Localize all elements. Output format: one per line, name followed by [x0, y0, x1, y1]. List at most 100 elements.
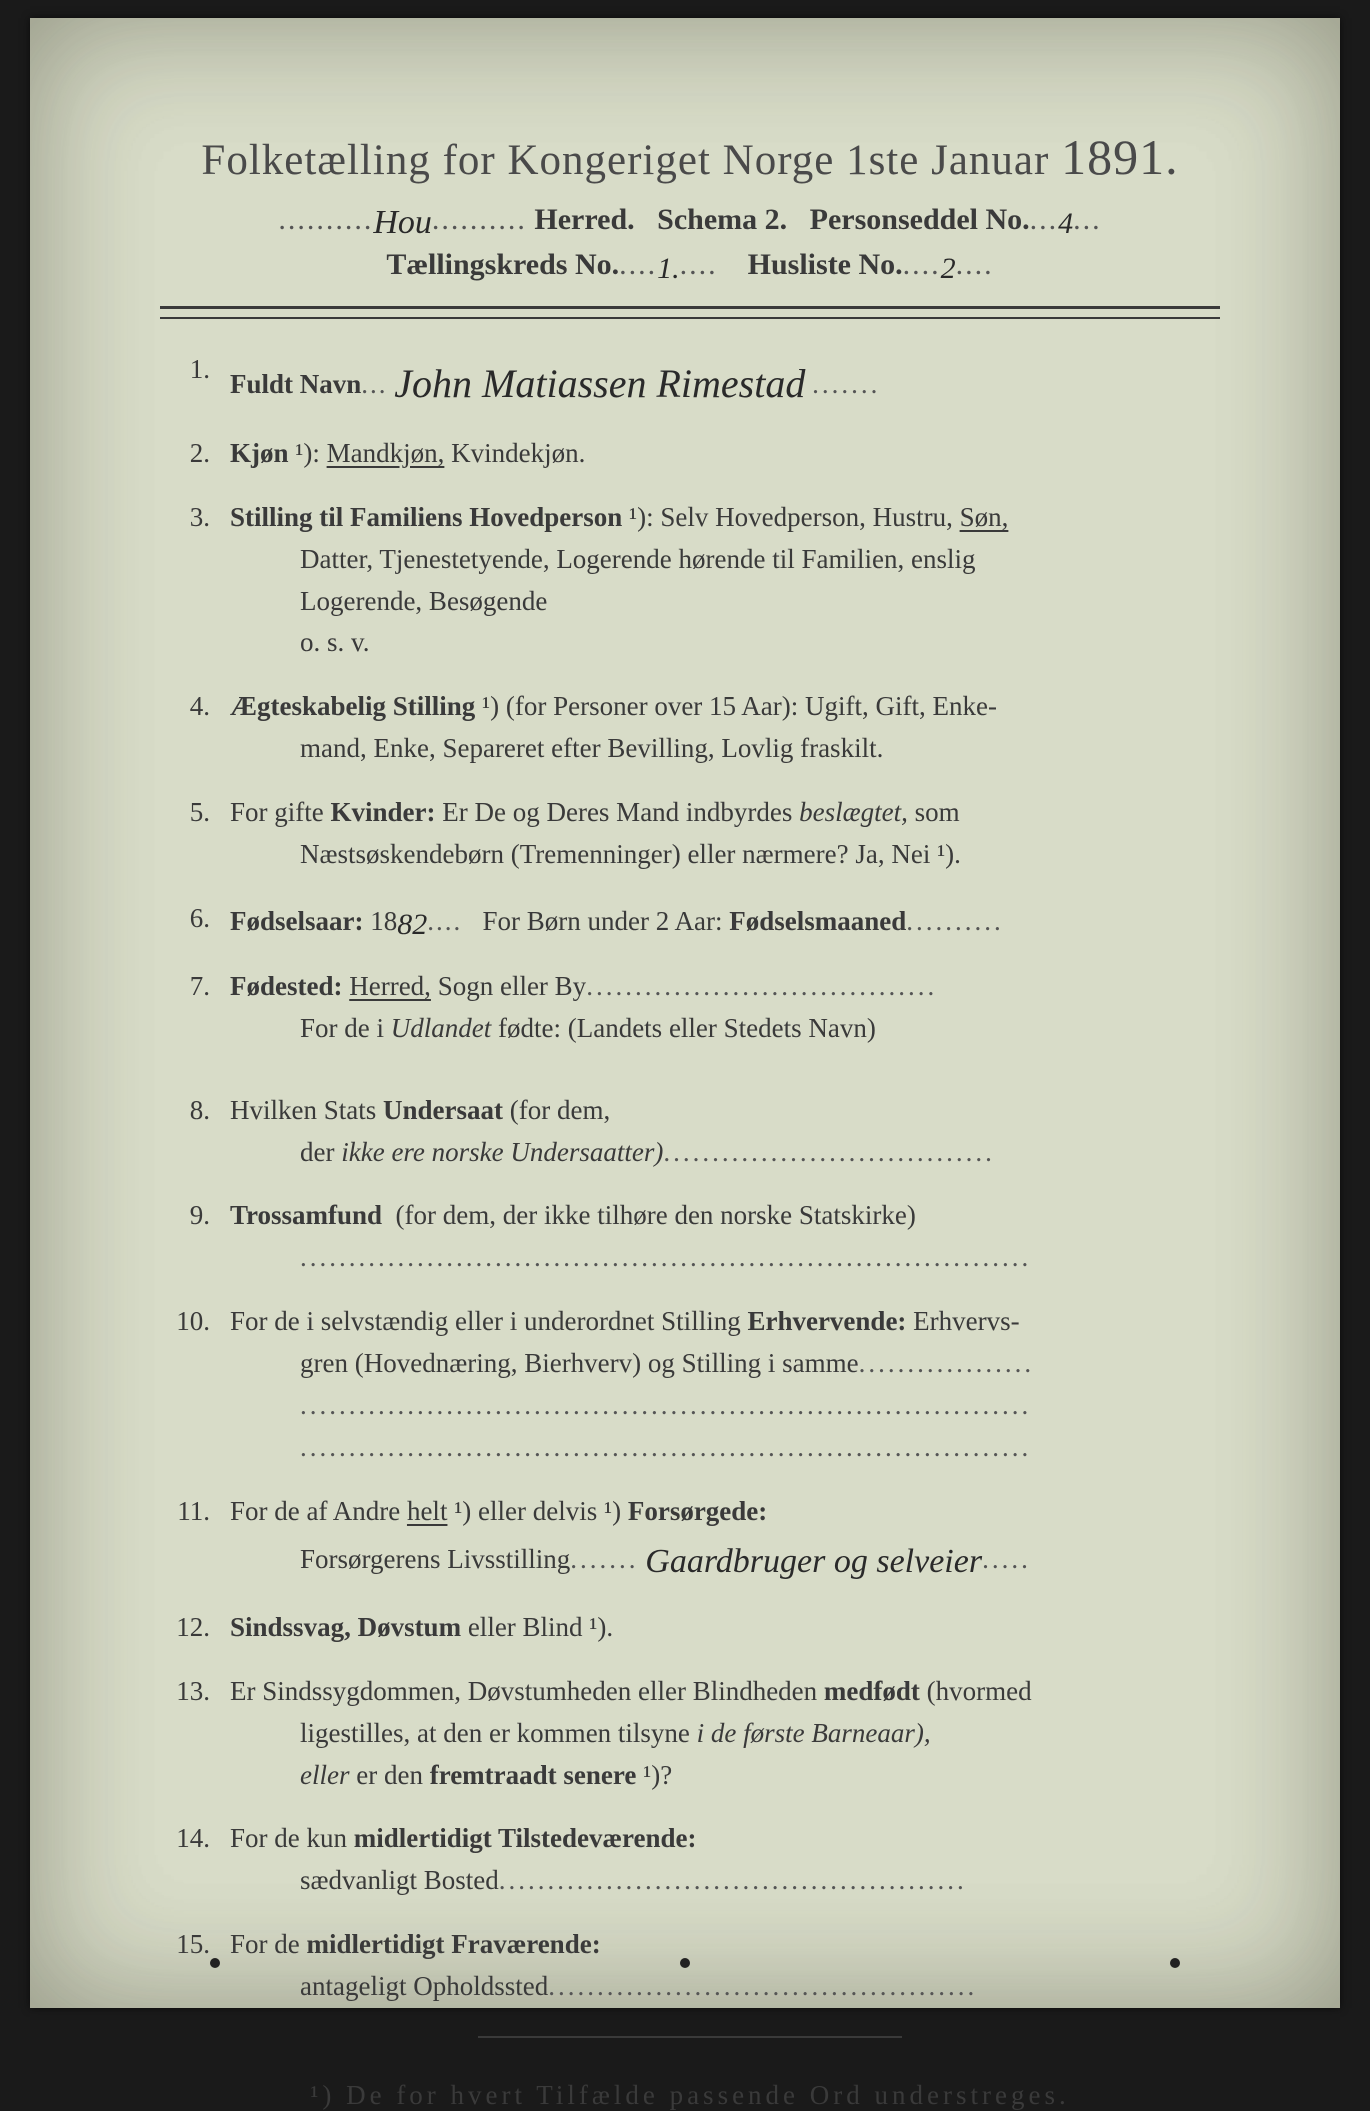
- field-num: 14.: [160, 1818, 210, 1860]
- f9-txt: (for dem, der ikke tilhøre den norske St…: [396, 1200, 916, 1230]
- f13-l3i: eller: [300, 1760, 349, 1790]
- f13-line3: eller er den fremtraadt senere ¹)?: [230, 1755, 1220, 1797]
- f4-opts-2: mand, Enke, Separeret efter Bevilling, L…: [230, 728, 1220, 770]
- field-9: 9. Trossamfund (for dem, der ikke tilhør…: [160, 1195, 1220, 1279]
- f10-b: Erhvervende:: [747, 1306, 906, 1336]
- field-num: 13.: [160, 1671, 210, 1713]
- herred-label: Herred.: [534, 203, 634, 236]
- field-num: 7.: [160, 966, 210, 1008]
- dots: ........................................…: [230, 1427, 1220, 1469]
- f3-opts-1: Selv Hovedperson, Hustru,: [660, 502, 952, 532]
- field-num: 11.: [160, 1491, 210, 1533]
- field-num: 8.: [160, 1090, 210, 1132]
- dots: ..........: [432, 203, 527, 236]
- husliste-label: Husliste No.: [748, 248, 903, 281]
- f11-c: Forsørgede:: [628, 1496, 767, 1526]
- f3-son: Søn,: [960, 502, 1009, 532]
- dots: ..................................: [663, 1137, 995, 1167]
- f13-l2i: i de første Barneaar),: [697, 1718, 931, 1748]
- husliste-no-hw: 2: [941, 252, 956, 285]
- dots: ...: [1073, 203, 1102, 236]
- f1-name-hw: John Matiassen Rimestad: [394, 361, 805, 406]
- dots: ..........: [906, 906, 1004, 936]
- field-12: 12. Sindssvag, Døvstum eller Blind ¹).: [160, 1607, 1220, 1649]
- dots: .....: [982, 1544, 1031, 1574]
- dots: ...: [361, 369, 387, 399]
- f11-a: For de af Andre: [230, 1496, 400, 1526]
- kreds-no-hw: 1.: [657, 252, 680, 285]
- double-rule-bottom: [160, 317, 1220, 319]
- pinhole-icon: [210, 1958, 220, 1968]
- header-line-1: ..........Hou.......... Herred. Schema 2…: [160, 200, 1220, 238]
- field-7: 7. Fødested: Herred, Sogn eller By......…: [160, 966, 1220, 1050]
- dots: ........................................…: [499, 1865, 967, 1895]
- field-2: 2. Kjøn ¹): Mandkjøn, Kvindekjøn.: [160, 433, 1220, 475]
- dots: ....: [619, 248, 657, 281]
- f8-l2i: ikke ere norske Undersaatter): [341, 1137, 663, 1167]
- field-6: 6. Fødselsaar: 1882.... For Børn under 2…: [160, 898, 1220, 945]
- f13-c: (hvormed: [927, 1676, 1032, 1706]
- kreds-label: Tællingskreds No.: [386, 248, 619, 281]
- f13-line2: ligestilles, at den er kommen tilsyne i …: [230, 1713, 1220, 1755]
- field-num: 5.: [160, 792, 210, 834]
- f13-a: Er Sindssygdommen, Døvstumheden eller Bl…: [230, 1676, 817, 1706]
- dots: ....: [680, 248, 718, 281]
- field-3: 3. Stilling til Familiens Hovedperson ¹)…: [160, 497, 1220, 664]
- dots: .......: [570, 1544, 638, 1574]
- f13-l2a: ligestilles, at den er kommen tilsyne: [300, 1718, 690, 1748]
- f8-line2: der ikke ere norske Undersaatter).......…: [230, 1132, 1220, 1174]
- f14-a: For de kun: [230, 1823, 347, 1853]
- f12-a: Sindssvag, Døvstum: [230, 1612, 461, 1642]
- dots: ........................................…: [548, 1971, 977, 2001]
- scanned-page: Folketælling for Kongeriget Norge 1ste J…: [30, 18, 1340, 2008]
- personseddel-label: Personseddel No.: [810, 203, 1030, 236]
- double-rule-top: [160, 306, 1220, 309]
- field-num: 1.: [160, 349, 210, 391]
- f3-label: Stilling til Familiens Hovedperson: [230, 502, 622, 532]
- f7-label: Fødested:: [230, 971, 342, 1001]
- f1-label: Fuldt Navn: [230, 369, 361, 399]
- herred-handwritten: Hou: [373, 204, 432, 241]
- f2-kvindekjon: Kvindekjøn.: [451, 438, 585, 468]
- field-5: 5. For gifte Kvinder: Er De og Deres Man…: [160, 792, 1220, 876]
- field-8: 8. Hvilken Stats Undersaat (for dem, der…: [160, 1090, 1220, 1174]
- dots: ...: [1030, 203, 1059, 236]
- schema-label: Schema 2.: [657, 203, 787, 236]
- f5-line2: Næstsøskendebørn (Tremenninger) eller næ…: [230, 834, 1220, 876]
- f10-c: Erhvervs-: [913, 1306, 1019, 1336]
- f8-a: Hvilken Stats: [230, 1095, 376, 1125]
- footnote: ¹) De for hvert Tilfælde passende Ord un…: [160, 2080, 1220, 2111]
- f13-l3c: ¹)?: [643, 1760, 672, 1790]
- f14-line2: sædvanligt Bosted.......................…: [230, 1860, 1220, 1902]
- dots: ....: [903, 248, 941, 281]
- f2-label: Kjøn: [230, 438, 289, 468]
- title-text: Folketælling for Kongeriget Norge 1ste J…: [201, 137, 1049, 184]
- field-14: 14. For de kun midlertidigt Tilstedevære…: [160, 1818, 1220, 1902]
- f12-b: eller Blind ¹).: [461, 1612, 613, 1642]
- f5-txt1: Er De og Deres Mand indbyrdes: [442, 797, 792, 827]
- field-num: 12.: [160, 1607, 210, 1649]
- f8-l2a: der: [300, 1137, 334, 1167]
- dots: ....................................: [586, 971, 937, 1001]
- field-15: 15. For de midlertidigt Fraværende: anta…: [160, 1924, 1220, 2008]
- dots: ........................................…: [230, 1237, 1220, 1279]
- f5-i: beslægtet,: [799, 797, 908, 827]
- f5-a: For gifte: [230, 797, 324, 827]
- f6-year-hw: 82: [397, 908, 427, 941]
- field-num: 15.: [160, 1924, 210, 1966]
- f10-l2: gren (Hovednæring, Bierhverv) og Stillin…: [300, 1348, 859, 1378]
- f7-line2: For de i Udlandet fødte: (Landets eller …: [230, 1008, 1220, 1050]
- f9-label: Trossamfund: [230, 1200, 382, 1230]
- f6-pre: 18: [370, 906, 397, 936]
- f7-l2a: For de i: [300, 1013, 384, 1043]
- f14-l2: sædvanligt Bosted: [300, 1865, 499, 1895]
- dots: ..................: [859, 1348, 1035, 1378]
- pinhole-icon: [1170, 1958, 1180, 1968]
- dots: ........................................…: [230, 1385, 1220, 1427]
- personseddel-no-hw: 4: [1058, 207, 1073, 240]
- f7-rest: Sogn eller By: [438, 971, 587, 1001]
- f5-b: Kvinder:: [331, 797, 436, 827]
- f15-b: midlertidigt Fraværende:: [307, 1929, 601, 1959]
- footnote-rule: [478, 2036, 902, 2038]
- f4-paren: (for Personer over 15 Aar):: [506, 691, 798, 721]
